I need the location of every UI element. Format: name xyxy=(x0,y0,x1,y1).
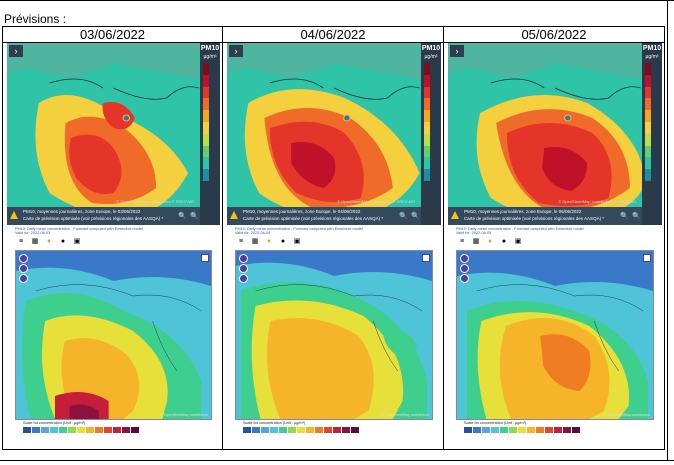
pm10-legend: PM10 µg/m³ xyxy=(200,43,220,225)
concentration-scale-bar xyxy=(243,427,360,433)
layers-icon[interactable] xyxy=(643,254,651,262)
ensemble-concentration-map[interactable]: © OpenStreetMap contributors xyxy=(456,250,654,420)
concentration-scale-bar xyxy=(464,427,581,433)
legend-color-scale xyxy=(645,63,651,181)
model-caption-line1: PM10: Daily mean concentration - Forecas… xyxy=(235,227,363,231)
warning-icon xyxy=(10,211,18,219)
legend-unit: µg/m³ xyxy=(203,54,217,60)
pin-icon[interactable]: ♦ xyxy=(47,238,51,245)
info-icon[interactable]: ● xyxy=(60,238,66,245)
map-copyright: © OpenStreetMap contributors © PREV'AIR xyxy=(337,199,415,204)
model-caption-line2: Valid for: 2022-06-05 xyxy=(456,231,492,235)
pin-icon[interactable]: ♦ xyxy=(488,238,492,245)
ensemble-concentration-field xyxy=(236,251,432,419)
calendar-icon[interactable]: ▦ xyxy=(31,238,39,245)
model-caption-line1: PM10: Daily mean concentration - Forecas… xyxy=(456,227,584,231)
map-caption-bar: PM10, moyennes journalières, zone Europe… xyxy=(7,207,200,225)
zoom-out-icon[interactable]: 🔍 xyxy=(190,213,199,220)
ensemble-concentration-field xyxy=(16,251,211,419)
model-caption-line2: Valid for: 2022-06-04 xyxy=(235,231,271,235)
pm10-legend: PM10 µg/m³ xyxy=(421,43,441,225)
info-icon[interactable]: ● xyxy=(501,238,507,245)
map-caption-bar: PM10, moyennes journalières, zone Europe… xyxy=(227,207,421,225)
map-caption-line2: Carte de prévision optimisée (voir prévi… xyxy=(464,216,605,221)
legend-title: PM10 xyxy=(421,45,441,52)
chevron-right-icon[interactable]: › xyxy=(450,45,464,57)
pin-icon[interactable]: ♦ xyxy=(267,238,271,245)
legend-unit: µg/m³ xyxy=(645,54,659,60)
chevron-right-icon[interactable]: › xyxy=(229,45,243,57)
calendar-icon[interactable]: ▦ xyxy=(251,238,259,245)
forecast-table: 03/06/2022 › PM10 µg/m³ © Ope xyxy=(2,26,665,450)
layers-icon[interactable] xyxy=(422,254,430,262)
pm10-forecast-map[interactable]: › PM10 µg/m³ © OpenStreetMap contributor… xyxy=(7,43,220,225)
info-icon[interactable]: ● xyxy=(280,238,286,245)
ensemble-model-panel: PM10: Daily mean concentration - Forecas… xyxy=(448,226,662,448)
map-caption-line2: Carte de prévision optimisée (voir prévi… xyxy=(23,216,164,221)
concentration-scale-label: Scale for concentration (Unit : µg/m³) xyxy=(23,421,86,425)
ensemble-model-panel: PM10: Daily mean concentration - Forecas… xyxy=(7,226,220,448)
map-caption-line1: PM10, moyennes journalières, zone Europe… xyxy=(23,209,141,214)
forecast-column-2: 04/06/2022 › PM10 µg/m³ © Ope xyxy=(223,27,444,449)
zoom-out-icon[interactable]: 🔍 xyxy=(632,213,641,220)
map-caption-line1: PM10, moyennes journalières, zone Europe… xyxy=(464,209,582,214)
menu-icon[interactable]: ≡ xyxy=(18,238,24,245)
zoom-out-icon[interactable]: 🔍 xyxy=(411,213,420,220)
forecast-date: 04/06/2022 xyxy=(223,27,443,43)
menu-icon[interactable]: ≡ xyxy=(459,238,465,245)
bottom-rule xyxy=(0,460,674,461)
database-icon[interactable]: ▣ xyxy=(73,238,81,245)
legend-unit: µg/m³ xyxy=(424,54,438,60)
database-icon[interactable]: ▣ xyxy=(514,238,522,245)
calendar-icon[interactable]: ▦ xyxy=(472,238,480,245)
pan-zoom-control[interactable] xyxy=(460,254,469,283)
model-caption-line2: Valid for: 2022-06-03 xyxy=(15,231,51,235)
menu-icon[interactable]: ≡ xyxy=(238,238,244,245)
legend-color-scale xyxy=(203,63,209,181)
map-copyright: © OpenStreetMap contributors © PREV'AIR xyxy=(558,199,636,204)
ensemble-concentration-field xyxy=(457,251,653,419)
frame-right-border xyxy=(667,0,668,460)
database-icon[interactable]: ▣ xyxy=(293,238,301,245)
forecast-column-1: 03/06/2022 › PM10 µg/m³ © Ope xyxy=(3,27,223,449)
map-caption-bar: PM10, moyennes journalières, zone Europe… xyxy=(448,207,642,225)
map-low-copyright: © OpenStreetMap contributors xyxy=(602,413,650,417)
map-caption-line2: Carte de prévision optimisée (voir prévi… xyxy=(243,216,384,221)
map-caption-line1: PM10, moyennes journalières, zone Europe… xyxy=(243,209,361,214)
zoom-in-icon[interactable]: 🔍 xyxy=(399,213,408,220)
section-title: Prévisions : xyxy=(4,12,67,26)
map-low-copyright: © OpenStreetMap contributors xyxy=(381,413,429,417)
zoom-in-icon[interactable]: 🔍 xyxy=(620,213,629,220)
ensemble-model-panel: PM10: Daily mean concentration - Forecas… xyxy=(227,226,441,448)
top-rule xyxy=(0,0,674,1)
forecast-column-3: 05/06/2022 › PM10 µg/m³ © Ope xyxy=(444,27,664,449)
model-caption-line1: PM10: Daily mean concentration - Forecas… xyxy=(15,227,143,231)
legend-title: PM10 xyxy=(642,45,662,52)
pan-zoom-control[interactable] xyxy=(19,254,28,283)
warning-icon xyxy=(230,211,238,219)
pm10-concentration-field xyxy=(7,43,220,225)
pm10-legend: PM10 µg/m³ xyxy=(642,43,662,225)
pm10-concentration-field xyxy=(448,43,662,225)
map-copyright: © OpenStreetMap contributors © PREV'AIR xyxy=(116,199,194,204)
pm10-concentration-field xyxy=(227,43,441,225)
chevron-right-icon[interactable]: › xyxy=(9,45,23,57)
concentration-scale-bar xyxy=(23,427,140,433)
concentration-scale-label: Scale for concentration (Unit : µg/m³) xyxy=(464,421,527,425)
warning-icon xyxy=(451,211,459,219)
ensemble-concentration-map[interactable]: © OpenStreetMap contributors xyxy=(15,250,212,420)
zoom-in-icon[interactable]: 🔍 xyxy=(178,213,187,220)
pan-zoom-control[interactable] xyxy=(239,254,248,283)
legend-title: PM10 xyxy=(200,45,220,52)
pm10-forecast-map[interactable]: › PM10 µg/m³ © OpenStreetMap contributor… xyxy=(227,43,441,225)
map-low-copyright: © OpenStreetMap contributors xyxy=(160,413,208,417)
legend-color-scale xyxy=(424,63,430,181)
forecast-date: 03/06/2022 xyxy=(3,27,222,43)
ensemble-concentration-map[interactable]: © OpenStreetMap contributors xyxy=(235,250,433,420)
forecast-date: 05/06/2022 xyxy=(444,27,664,43)
pm10-forecast-map[interactable]: › PM10 µg/m³ © OpenStreetMap contributor… xyxy=(448,43,662,225)
layers-icon[interactable] xyxy=(201,254,209,262)
concentration-scale-label: Scale for concentration (Unit : µg/m³) xyxy=(243,421,306,425)
